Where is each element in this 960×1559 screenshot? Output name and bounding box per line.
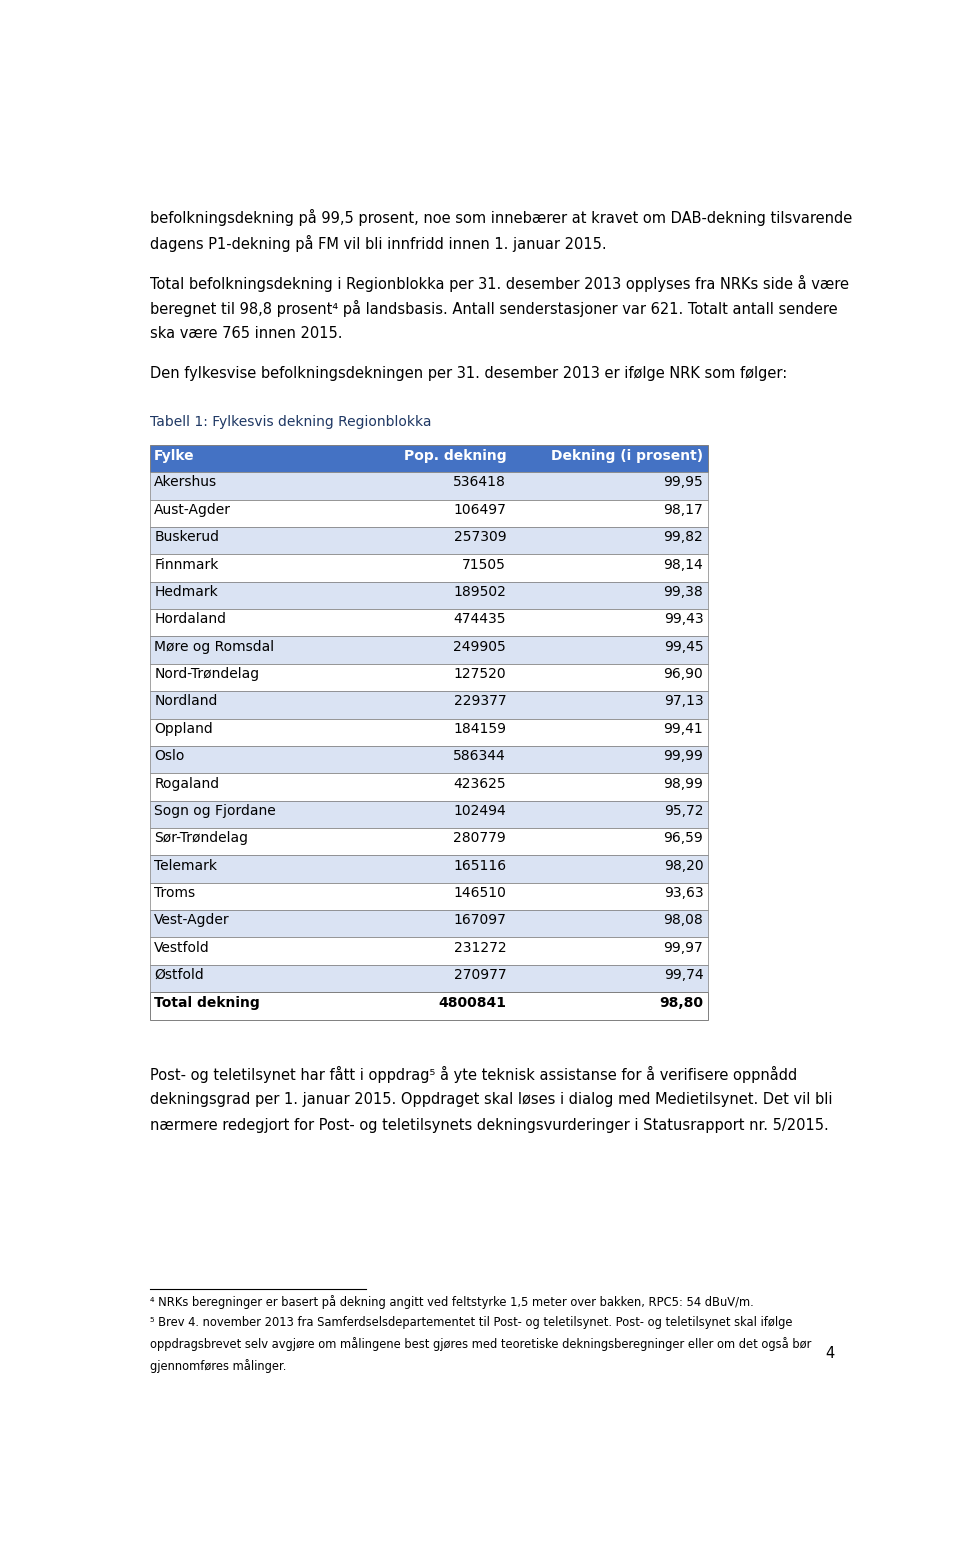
Text: 257309: 257309 [453,530,506,544]
Text: Oppland: Oppland [155,722,213,736]
Text: 586344: 586344 [453,750,506,764]
Text: 99,95: 99,95 [663,475,704,490]
Text: Tabell 1: Fylkesvis dekning Regionblokka: Tabell 1: Fylkesvis dekning Regionblokka [150,415,431,429]
Text: ska være 765 innen 2015.: ska være 765 innen 2015. [150,326,343,341]
Text: 98,14: 98,14 [663,558,704,572]
Text: Fylke: Fylke [155,449,195,463]
Text: Aust-Agder: Aust-Agder [155,504,231,518]
Text: Østfold: Østfold [155,968,204,982]
Text: oppdragsbrevet selv avgjøre om målingene best gjøres med teoretiske dekningsbere: oppdragsbrevet selv avgjøre om målingene… [150,1338,811,1352]
Bar [150,527,708,555]
Text: 165116: 165116 [453,859,506,873]
Text: Dekning (i prosent): Dekning (i prosent) [551,449,704,463]
Text: 270977: 270977 [453,968,506,982]
Text: Finnmark: Finnmark [155,558,219,572]
Bar [150,444,708,472]
Text: 71505: 71505 [463,558,506,572]
Bar [150,691,708,719]
Text: Sogn og Fjordane: Sogn og Fjordane [155,804,276,818]
Text: 249905: 249905 [453,639,506,653]
Text: Total befolkningsdekning i Regionblokka per 31. desember 2013 opplyses fra NRKs : Total befolkningsdekning i Regionblokka … [150,274,849,292]
Text: 96,59: 96,59 [663,831,704,845]
Text: 98,80: 98,80 [660,996,704,1010]
Text: 99,97: 99,97 [663,940,704,954]
Text: Total dekning: Total dekning [155,996,260,1010]
Text: 127520: 127520 [453,667,506,681]
Text: 99,45: 99,45 [663,639,704,653]
Text: 99,82: 99,82 [663,530,704,544]
Text: 229377: 229377 [453,694,506,708]
Text: 146510: 146510 [453,886,506,900]
Text: dekningsgrad per 1. januar 2015. Oppdraget skal løses i dialog med Medietilsynet: dekningsgrad per 1. januar 2015. Oppdrag… [150,1091,832,1107]
Bar [150,636,708,664]
Text: 99,41: 99,41 [663,722,704,736]
Text: 189502: 189502 [453,585,506,599]
Text: Vest-Agder: Vest-Agder [155,914,229,928]
Text: 98,08: 98,08 [663,914,704,928]
Bar [150,664,708,691]
Text: Post- og teletilsynet har fått i oppdrag⁵ å yte teknisk assistanse for å verifis: Post- og teletilsynet har fått i oppdrag… [150,1066,797,1084]
Text: Nord-Trøndelag: Nord-Trøndelag [155,667,259,681]
Text: befolkningsdekning på 99,5 prosent, noe som innebærer at kravet om DAB-dekning t: befolkningsdekning på 99,5 prosent, noe … [150,209,852,226]
Text: 98,99: 98,99 [663,776,704,790]
Text: 98,20: 98,20 [663,859,704,873]
Text: nærmere redegjort for Post- og teletilsynets dekningsvurderinger i Statusrapport: nærmere redegjort for Post- og teletilsy… [150,1118,828,1133]
Text: Sør-Trøndelag: Sør-Trøndelag [155,831,249,845]
Text: Hordaland: Hordaland [155,613,227,627]
Text: 97,13: 97,13 [663,694,704,708]
Text: Akershus: Akershus [155,475,217,490]
Text: 184159: 184159 [453,722,506,736]
Text: 96,90: 96,90 [663,667,704,681]
Bar [150,610,708,636]
Text: 99,74: 99,74 [663,968,704,982]
Text: Troms: Troms [155,886,195,900]
Text: Pop. dekning: Pop. dekning [403,449,506,463]
Text: Møre og Romsdal: Møre og Romsdal [155,639,275,653]
Text: 102494: 102494 [453,804,506,818]
Text: Vestfold: Vestfold [155,940,210,954]
Bar [150,856,708,882]
Bar [150,719,708,745]
Bar [150,882,708,910]
Text: beregnet til 98,8 prosent⁴ på landsbasis. Antall senderstasjoner var 621. Totalt: beregnet til 98,8 prosent⁴ på landsbasis… [150,301,837,318]
Bar [150,582,708,610]
Text: ⁴ NRKs beregninger er basert på dekning angitt ved feltstyrke 1,5 meter over bak: ⁴ NRKs beregninger er basert på dekning … [150,1296,754,1310]
Bar [150,965,708,992]
Text: Rogaland: Rogaland [155,776,219,790]
Text: Den fylkesvise befolkningsdekningen per 31. desember 2013 er ifølge NRK som følg: Den fylkesvise befolkningsdekningen per … [150,366,787,380]
Bar [150,745,708,773]
Bar [150,499,708,527]
Text: Oslo: Oslo [155,750,184,764]
Text: Hedmark: Hedmark [155,585,218,599]
Text: Buskerud: Buskerud [155,530,219,544]
Text: 280779: 280779 [453,831,506,845]
Text: ⁵ Brev 4. november 2013 fra Samferdselsdepartementet til Post- og teletilsynet. : ⁵ Brev 4. november 2013 fra Samferdselsd… [150,1316,792,1330]
Text: gjennomføres målinger.: gjennomføres målinger. [150,1358,286,1372]
Text: Nordland: Nordland [155,694,218,708]
Text: dagens P1-dekning på FM vil bli innfridd innen 1. januar 2015.: dagens P1-dekning på FM vil bli innfridd… [150,234,607,251]
Text: 93,63: 93,63 [663,886,704,900]
Text: 4800841: 4800841 [438,996,506,1010]
Text: 4: 4 [825,1345,834,1361]
Text: 95,72: 95,72 [663,804,704,818]
Bar [150,801,708,828]
Bar [150,992,708,1020]
Bar [150,472,708,499]
Text: 536418: 536418 [453,475,506,490]
Text: 474435: 474435 [454,613,506,627]
Bar [150,773,708,801]
Bar [150,828,708,856]
Bar [150,937,708,965]
Text: 99,43: 99,43 [663,613,704,627]
Bar [150,555,708,582]
Text: 99,38: 99,38 [663,585,704,599]
Text: 167097: 167097 [453,914,506,928]
Text: 98,17: 98,17 [663,504,704,518]
Text: 106497: 106497 [453,504,506,518]
Text: 99,99: 99,99 [663,750,704,764]
Text: 423625: 423625 [453,776,506,790]
Text: Telemark: Telemark [155,859,217,873]
Bar [150,910,708,937]
Text: 231272: 231272 [453,940,506,954]
